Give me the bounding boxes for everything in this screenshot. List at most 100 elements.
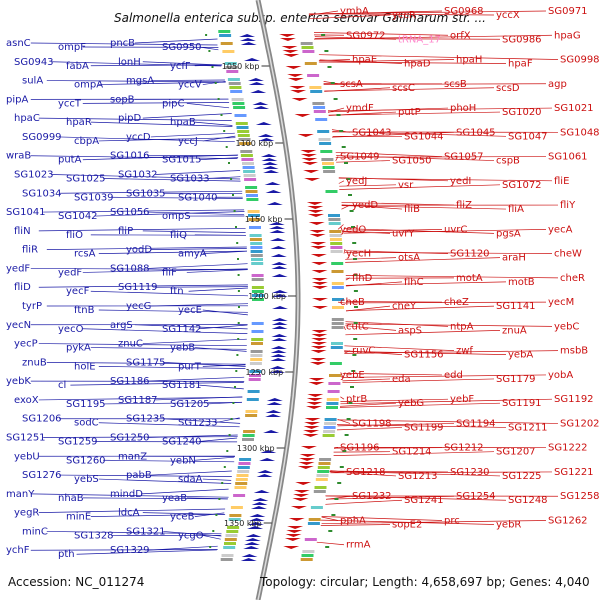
forward-arrow (263, 170, 280, 173)
gene-label: scsC (392, 83, 415, 94)
gc-dot (220, 114, 223, 116)
connector-line (345, 325, 397, 331)
connector-line (199, 384, 244, 390)
comp-block (226, 530, 239, 533)
gene-label: fabA (66, 61, 89, 72)
connector-line (318, 54, 559, 60)
reverse-arrow (306, 398, 323, 401)
gene-label: SG1213 (398, 471, 438, 482)
gene-label: yccX (496, 10, 520, 21)
comp-block (250, 254, 263, 257)
connector-line (308, 10, 339, 16)
connector-line (340, 398, 553, 405)
gene-label: sopE2 (392, 520, 422, 531)
gene-label: hpaD (404, 59, 431, 70)
gene-label: wraB (6, 151, 31, 162)
gene-label: SG0943 (14, 57, 54, 68)
gene-label: ymbA (340, 6, 369, 17)
connector-line (319, 61, 507, 64)
connector-line (155, 170, 241, 175)
reverse-arrow (290, 506, 307, 509)
connector-line (345, 323, 553, 327)
gc-dot (344, 434, 349, 436)
comp-block (313, 110, 326, 113)
gene-label: SG1222 (548, 443, 588, 454)
forward-arrow (269, 366, 286, 369)
comp-block (321, 158, 334, 161)
gene-label: znuC (118, 339, 143, 350)
gene-label: yecO (58, 324, 84, 335)
connector-line (147, 545, 218, 551)
reverse-arrow (297, 466, 314, 469)
gene-label: fliO (66, 230, 83, 241)
gene-label: SG1321 (126, 526, 166, 537)
forward-arrow (253, 490, 270, 493)
gc-dot (352, 354, 357, 356)
reverse-arrow (287, 78, 304, 81)
gc-dot (237, 258, 239, 260)
reverse-arrow (306, 406, 322, 409)
connector-line (199, 46, 219, 51)
gc-dot (333, 98, 338, 100)
forward-arrow (269, 238, 286, 241)
comp-block (302, 550, 315, 553)
forward-arrow (266, 402, 283, 405)
forward-arrow (251, 502, 268, 505)
connector-line (59, 190, 243, 194)
comp-block (304, 62, 317, 65)
gene-label: SG1021 (554, 103, 594, 114)
connector-line (46, 80, 225, 83)
reverse-arrow (284, 538, 301, 541)
backbone-highlight (257, 0, 299, 600)
comp-block (300, 558, 313, 561)
comp-block (231, 98, 244, 101)
gc-dot (327, 66, 332, 68)
forward-arrow (269, 230, 286, 233)
gene-label: araH (502, 253, 526, 264)
comp-block (251, 286, 264, 289)
gene-label: SG1032 (118, 170, 158, 181)
gene-label: msbB (560, 346, 588, 357)
comp-block (242, 438, 254, 441)
forward-arrow (262, 162, 278, 165)
tick-label: 1150 kbp (245, 215, 283, 224)
comp-block (252, 298, 264, 301)
gene-label: SG0998 (560, 55, 600, 66)
comp-block (251, 290, 264, 293)
connector-line (76, 549, 217, 555)
connector-line (316, 541, 345, 546)
comp-block (233, 494, 246, 497)
comp-block (330, 242, 343, 245)
left-connector-lines (30, 38, 249, 555)
connector-line (186, 269, 248, 273)
reverse-arrow (299, 458, 316, 461)
connector-line (142, 338, 247, 344)
forward-arrow (265, 410, 282, 413)
connector-line (330, 471, 553, 474)
gc-dot (234, 386, 236, 388)
reverse-arrow (309, 362, 326, 365)
comp-block (251, 342, 263, 345)
gene-label: SG1156 (404, 350, 444, 361)
connector-line (142, 61, 222, 66)
gc-dot (236, 354, 239, 356)
gene-label: yecA (548, 224, 573, 235)
gc-dot (235, 226, 237, 228)
gene-label: zwf (456, 346, 473, 357)
comp-block (328, 382, 341, 385)
gene-label: yedO (340, 224, 366, 235)
reverse-arrow (293, 490, 310, 493)
reverse-arrow (306, 202, 323, 205)
comp-block (302, 50, 315, 53)
gene-label: yecG (126, 301, 151, 312)
comp-block (251, 278, 264, 281)
forward-arrow (247, 526, 264, 529)
reverse-arrow (310, 254, 327, 257)
connector-line (345, 305, 495, 312)
reverse-arrow (310, 350, 327, 353)
reverse-arrow (300, 446, 317, 449)
gene-label: sodC (74, 418, 99, 429)
connector-line (344, 351, 507, 356)
connector-line (321, 520, 547, 525)
gene-label: fliQ (170, 230, 187, 241)
